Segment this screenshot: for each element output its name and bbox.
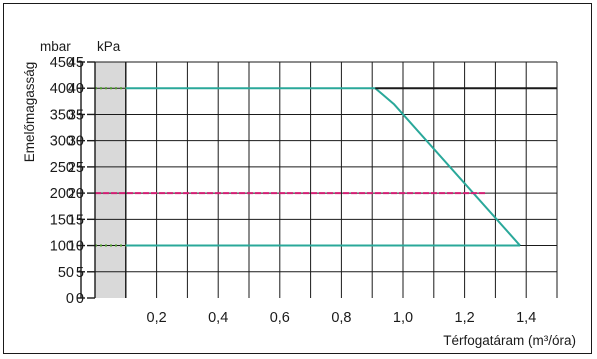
y-tick-label-mbar: 300 bbox=[50, 134, 74, 150]
x-axis-label: Térfogatáram (m³/óra) bbox=[443, 333, 576, 348]
shaded-region bbox=[95, 62, 126, 298]
y-tick-label-mbar: 150 bbox=[50, 212, 74, 228]
y-tick-label-kpa: 40 bbox=[68, 81, 84, 97]
y-tick-label-kpa: 10 bbox=[68, 239, 84, 255]
y-unit-mbar: mbar bbox=[40, 39, 71, 54]
y-tick-label-kpa: 0 bbox=[76, 291, 84, 307]
y-tick-label-kpa: 35 bbox=[68, 107, 84, 123]
y-tick-label-mbar: 350 bbox=[50, 107, 74, 123]
x-tick-label: 1,4 bbox=[516, 310, 536, 326]
x-tick-label: 0,6 bbox=[270, 310, 290, 326]
y-tick-label-kpa: 30 bbox=[68, 134, 84, 150]
y-tick-label-mbar: 50 bbox=[58, 265, 74, 281]
y-tick-label-mbar: 200 bbox=[50, 186, 74, 202]
x-tick-label: 0,4 bbox=[208, 310, 228, 326]
y-tick-label-mbar: 250 bbox=[50, 160, 74, 176]
y-unit-kpa: kPa bbox=[97, 39, 121, 54]
y-tick-label-mbar: 400 bbox=[50, 81, 74, 97]
series-line-1 bbox=[125, 87, 521, 247]
y-tick-label-kpa: 15 bbox=[68, 212, 84, 228]
y-tick-label-kpa: 25 bbox=[68, 160, 84, 176]
x-tick-label: 0,8 bbox=[331, 310, 351, 326]
y-tick-label-mbar: 450 bbox=[50, 55, 74, 71]
y-tick-label-kpa: 45 bbox=[68, 55, 84, 71]
y-tick-label-kpa: 5 bbox=[76, 265, 84, 281]
x-tick-label: 1,0 bbox=[393, 310, 413, 326]
x-tick-label: 0,2 bbox=[147, 310, 167, 326]
y-tick-label-kpa: 20 bbox=[68, 186, 84, 202]
chart-frame bbox=[3, 3, 592, 354]
x-tick-label: 1,2 bbox=[455, 310, 475, 326]
y-tick-label-mbar: 100 bbox=[50, 239, 74, 255]
y-axis-label: Emelőmagasság bbox=[22, 62, 37, 163]
y-tick-label-mbar: 0 bbox=[66, 291, 74, 307]
